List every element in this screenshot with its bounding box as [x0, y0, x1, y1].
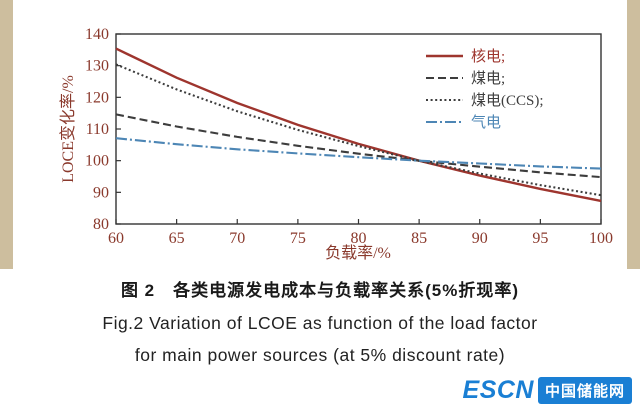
caption-chinese: 图 2 各类电源发电成本与负载率关系(5%折现率): [120, 281, 520, 300]
legend-label: 煤电;: [471, 70, 505, 87]
x-tick-label: 100: [589, 230, 613, 247]
escn-watermark-logo: ESCN 中国储能网: [463, 376, 632, 405]
legend-label: 气电: [471, 114, 501, 131]
figure-caption: 图 2 各类电源发电成本与负载率关系(5%折现率) Fig.2 Variatio…: [0, 276, 640, 377]
y-tick-label: 140: [85, 26, 109, 43]
y-tick-label: 120: [85, 89, 109, 106]
caption-english-line1: Fig.2 Variation of LCOE as function of t…: [102, 313, 538, 333]
chart-svg: LOCE变化率/% 负载率/% 60 65 70 75 80 85 90 95 100 80 90 1…: [59, 26, 613, 262]
x-tick-label: 70: [229, 230, 245, 247]
series-line-solid: [115, 47, 602, 203]
legend-label: 核电;: [471, 48, 505, 65]
y-axis-title: LOCE变化率/%: [59, 75, 77, 183]
series-line-dashed: [115, 113, 602, 179]
caption-english-line2: for main power sources (at 5% discount r…: [134, 345, 506, 365]
x-axis-title: 负载率/%: [325, 244, 391, 262]
x-tick-label: 80: [351, 230, 367, 247]
y-tick-label: 100: [85, 153, 109, 170]
x-tick-label: 60: [108, 230, 124, 247]
y-tick-label: 80: [93, 216, 109, 233]
escn-logo-chinese-badge: 中国储能网: [537, 377, 632, 404]
y-tick-label: 130: [85, 58, 109, 75]
series-line-dashdot: [115, 137, 602, 170]
y-tick-label: 90: [93, 184, 109, 201]
x-tick-label: 75: [290, 230, 306, 247]
page-margin-left: [0, 0, 13, 269]
x-tick-label: 90: [472, 230, 488, 247]
y-tick-label: 110: [86, 121, 109, 138]
x-tick-label: 65: [169, 230, 185, 247]
page-margin-right: [627, 0, 640, 269]
legend-label: 煤电(CCS);: [471, 92, 544, 109]
x-tick-label: 95: [532, 230, 548, 247]
x-tick-label: 85: [411, 230, 427, 247]
escn-logo-text: ESCN: [462, 376, 534, 404]
plot-frame: [115, 33, 602, 225]
lcoe-load-factor-chart: LOCE变化率/% 负载率/% 60 65 70 75 80 85 90 95 100 80 90 1…: [13, 6, 627, 268]
